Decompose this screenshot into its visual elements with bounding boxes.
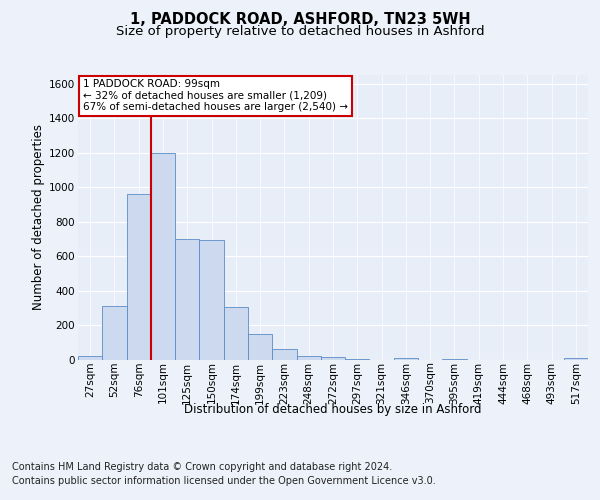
Text: Contains HM Land Registry data © Crown copyright and database right 2024.: Contains HM Land Registry data © Crown c… <box>12 462 392 472</box>
Bar <box>151 152 175 360</box>
Bar <box>394 358 418 360</box>
Bar <box>564 358 588 360</box>
Text: Size of property relative to detached houses in Ashford: Size of property relative to detached ho… <box>116 25 484 38</box>
Bar <box>248 334 272 360</box>
Text: 1 PADDOCK ROAD: 99sqm
← 32% of detached houses are smaller (1,209)
67% of semi-d: 1 PADDOCK ROAD: 99sqm ← 32% of detached … <box>83 80 348 112</box>
Bar <box>442 358 467 360</box>
Bar <box>321 358 345 360</box>
Bar <box>127 194 151 360</box>
Bar <box>224 308 248 360</box>
Bar <box>345 359 370 360</box>
Text: 1, PADDOCK ROAD, ASHFORD, TN23 5WH: 1, PADDOCK ROAD, ASHFORD, TN23 5WH <box>130 12 470 28</box>
Bar <box>272 349 296 360</box>
Bar <box>175 239 199 360</box>
Bar <box>296 356 321 360</box>
Bar <box>199 240 224 360</box>
Text: Distribution of detached houses by size in Ashford: Distribution of detached houses by size … <box>184 402 482 415</box>
Y-axis label: Number of detached properties: Number of detached properties <box>32 124 45 310</box>
Text: Contains public sector information licensed under the Open Government Licence v3: Contains public sector information licen… <box>12 476 436 486</box>
Bar <box>102 306 127 360</box>
Bar <box>78 356 102 360</box>
